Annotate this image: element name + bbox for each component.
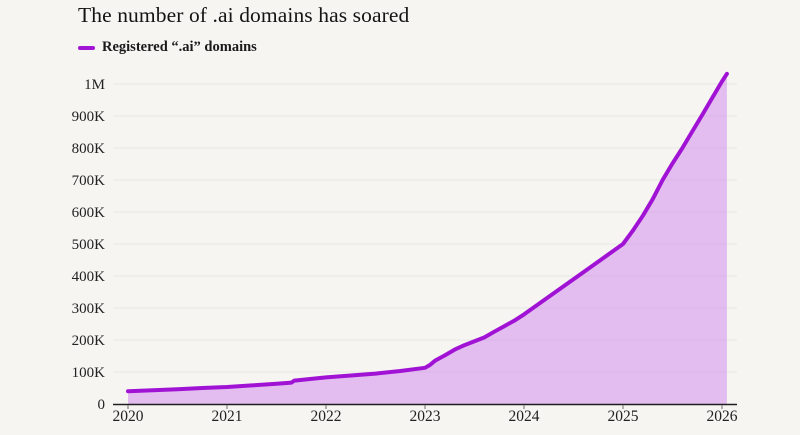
y-axis-label: 300K <box>72 301 106 317</box>
legend-line-swatch-icon <box>78 45 95 50</box>
x-axis-label: 2020 <box>113 408 144 425</box>
y-axis-label: 400K <box>72 269 106 285</box>
x-axis-label: 2025 <box>608 408 639 425</box>
legend: Registered “.ai” domains <box>78 39 257 56</box>
y-axis-label: 900K <box>72 109 106 125</box>
y-axis-label: 200K <box>72 333 106 349</box>
x-axis-label: 2022 <box>311 408 342 425</box>
page-title: The number of .ai domains has soared <box>78 3 410 27</box>
y-axis-label: 800K <box>72 141 106 157</box>
x-axis-label: 2024 <box>509 408 540 425</box>
y-axis-label: 700K <box>72 173 106 189</box>
y-axis-label: 1M <box>84 77 105 93</box>
x-axis-label: 2026 <box>707 408 738 425</box>
series-area-fill <box>128 73 727 405</box>
y-axis-label: 500K <box>72 237 106 253</box>
y-axis-label: 100K <box>72 365 106 381</box>
y-axis-label: 0 <box>98 397 106 413</box>
series-line <box>126 71 729 394</box>
legend-label: Registered “.ai” domains <box>102 39 257 55</box>
x-axis-label: 2021 <box>212 408 243 425</box>
y-axis-label: 600K <box>72 205 106 221</box>
x-axis-label: 2023 <box>410 408 441 425</box>
